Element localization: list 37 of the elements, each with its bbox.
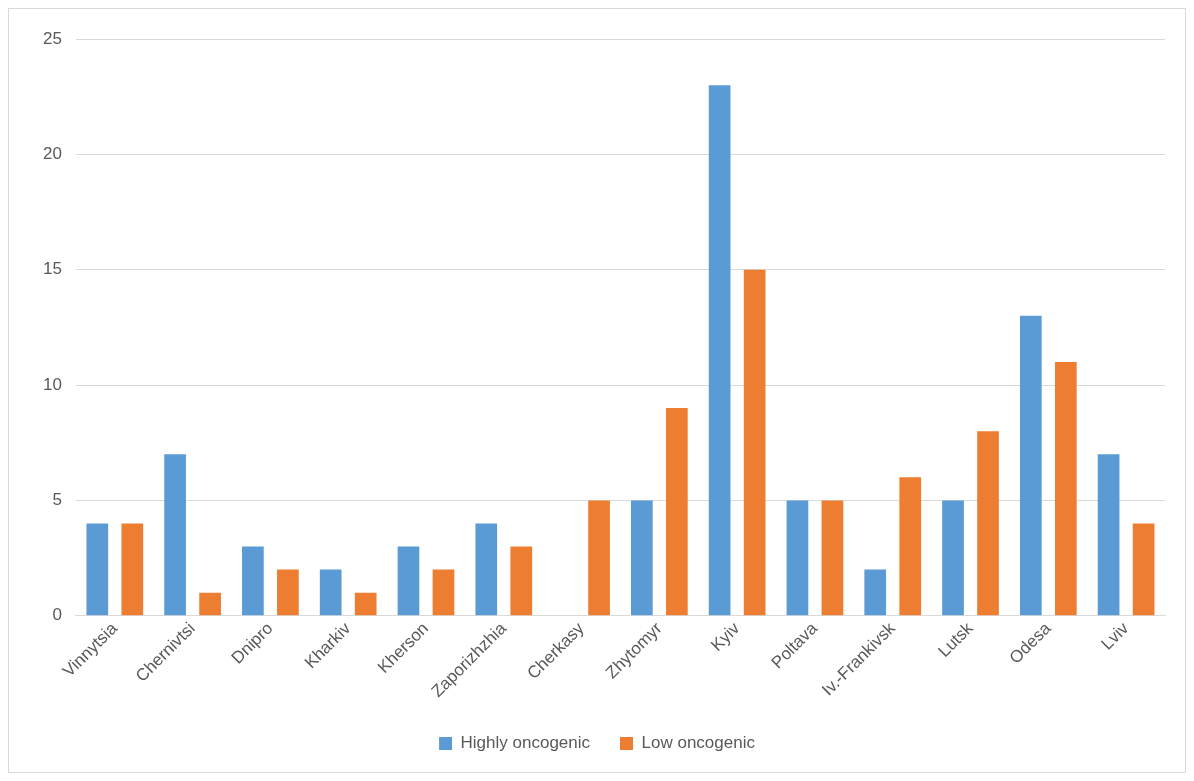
bar: [977, 431, 999, 616]
y-tick-label: 15: [42, 259, 62, 279]
bar: [1097, 454, 1120, 616]
bar: [432, 569, 455, 616]
bar: [864, 569, 887, 616]
y-tick-label: 10: [42, 374, 62, 394]
x-tick-label: Lviv: [1097, 618, 1133, 654]
y-tick-label: 5: [52, 490, 62, 510]
legend-label: Low oncogenic: [641, 733, 756, 753]
y-tick-label: 0: [52, 605, 62, 625]
legend-label: Highly oncogenic: [460, 733, 591, 753]
bar: [743, 269, 766, 616]
bar: [164, 454, 186, 616]
bar: [354, 592, 377, 616]
bar: [199, 592, 221, 616]
bar: [1132, 523, 1155, 616]
y-tick-label: 20: [42, 144, 62, 164]
bar: [510, 546, 533, 616]
bar: [1019, 315, 1042, 616]
bar: [786, 500, 809, 616]
bar: [821, 500, 844, 616]
y-tick-label: 25: [42, 28, 62, 48]
bar: [475, 523, 498, 616]
bar: [397, 546, 420, 616]
bar: [631, 500, 653, 616]
bar: [708, 85, 731, 616]
bar: [666, 408, 688, 616]
bar: [942, 500, 964, 616]
bar: [588, 500, 610, 616]
bar: [1054, 361, 1077, 616]
bar: [277, 569, 299, 616]
x-tick-label: Kyiv: [707, 618, 744, 655]
bar: [121, 523, 144, 616]
bar: [86, 523, 109, 616]
bar: [242, 546, 264, 616]
bar: [899, 477, 922, 616]
bar: [319, 569, 342, 616]
